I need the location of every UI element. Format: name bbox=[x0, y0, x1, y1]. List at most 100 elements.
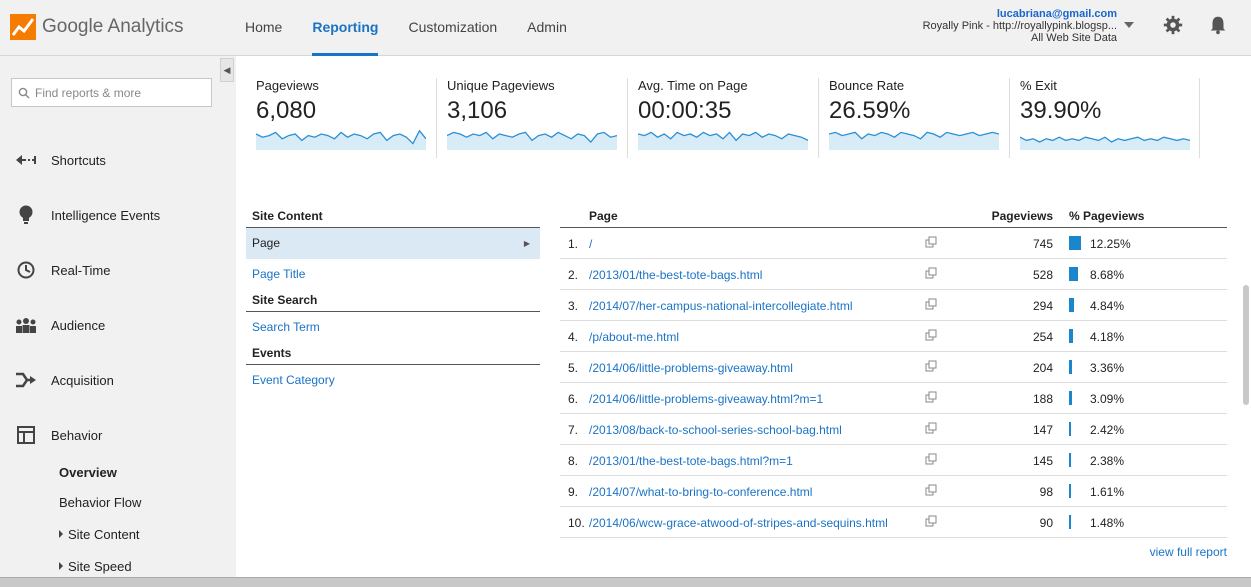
open-link-icon[interactable] bbox=[925, 484, 937, 496]
sidebar: ◀ Find reports & more Shortcuts Intellig… bbox=[0, 56, 236, 577]
open-link-icon[interactable] bbox=[925, 298, 937, 310]
bell-icon[interactable] bbox=[1207, 14, 1229, 36]
sidebar-sub-label: Site Content bbox=[68, 527, 140, 542]
pct-bar bbox=[1069, 422, 1071, 436]
sidebar-item-acquisition[interactable]: Acquisition bbox=[0, 365, 236, 395]
metric-divider bbox=[436, 78, 437, 158]
page-link[interactable]: /2013/01/the-best-tote-bags.html bbox=[589, 268, 763, 282]
sidebar-item-label: Behavior bbox=[51, 427, 103, 443]
sidebar-sub-behavior-flow[interactable]: Behavior Flow bbox=[59, 495, 142, 510]
row-rank: 2. bbox=[568, 268, 579, 282]
row-pct-pageviews: 1.61% bbox=[1090, 485, 1125, 499]
chevron-down-icon[interactable] bbox=[1124, 22, 1134, 28]
pct-bar bbox=[1069, 484, 1071, 498]
row-pageviews: 204 bbox=[1032, 361, 1053, 375]
dimension-search-term[interactable]: Search Term bbox=[252, 320, 320, 334]
bottom-bar bbox=[0, 577, 1251, 587]
tab-home[interactable]: Home bbox=[245, 19, 283, 35]
page-link[interactable]: /2014/06/little-problems-giveaway.html?m… bbox=[589, 392, 824, 406]
sidebar-item-shortcuts[interactable]: Shortcuts bbox=[0, 145, 236, 175]
tab-customization[interactable]: Customization bbox=[408, 19, 498, 35]
sidebar-item-intelligence-events[interactable]: Intelligence Events bbox=[0, 200, 236, 230]
sidebar-sub-site-content[interactable]: Site Content bbox=[59, 527, 140, 542]
metric-divider bbox=[1199, 78, 1200, 158]
table-row: 2. /2013/01/the-best-tote-bags.html 528 8.6… bbox=[560, 259, 1227, 290]
open-link-icon[interactable] bbox=[925, 391, 937, 403]
row-pct-pageviews: 2.42% bbox=[1090, 423, 1125, 437]
page-link[interactable]: /2014/06/wcw-grace-atwood-of-stripes-and… bbox=[589, 516, 888, 530]
metric-card[interactable]: Pageviews 6,080 bbox=[256, 78, 428, 158]
sidebar-item-real-time[interactable]: Real-Time bbox=[0, 255, 236, 285]
page-link[interactable]: /2014/07/what-to-bring-to-conference.htm… bbox=[589, 485, 813, 499]
page-link[interactable]: / bbox=[589, 237, 593, 251]
row-rank: 8. bbox=[568, 454, 579, 468]
chevron-right-icon: ▶ bbox=[523, 239, 530, 248]
shortcuts-arrow-icon bbox=[15, 149, 37, 171]
table-row: 4. /p/about-me.html 254 4.18% bbox=[560, 321, 1227, 352]
sidebar-sub-site-speed[interactable]: Site Speed bbox=[59, 559, 132, 574]
dimension-label: Page bbox=[252, 236, 281, 250]
row-rank: 7. bbox=[568, 423, 579, 437]
row-rank: 6. bbox=[568, 392, 579, 406]
row-pageviews: 254 bbox=[1032, 330, 1053, 344]
metric-label: Bounce Rate bbox=[829, 78, 905, 93]
open-link-icon[interactable] bbox=[925, 453, 937, 465]
row-rank: 10. bbox=[568, 516, 585, 530]
header-pageviews[interactable]: Pageviews bbox=[991, 209, 1053, 223]
open-link-icon[interactable] bbox=[925, 329, 937, 341]
dimension-page[interactable]: Page ▶ bbox=[246, 228, 540, 259]
site-search-heading: Site Search bbox=[246, 290, 540, 312]
page-link[interactable]: /2014/07/her-campus-national-intercolleg… bbox=[589, 299, 853, 313]
expand-triangle-icon bbox=[59, 562, 63, 570]
page-link[interactable]: /2013/01/the-best-tote-bags.html?m=1 bbox=[589, 454, 793, 468]
metric-value: 39.90% bbox=[1020, 97, 1102, 124]
sparkline bbox=[256, 129, 426, 150]
sidebar-sub-overview[interactable]: Overview bbox=[59, 465, 117, 480]
sidebar-item-label: Intelligence Events bbox=[51, 207, 161, 223]
tab-admin[interactable]: Admin bbox=[527, 19, 567, 35]
pct-bar bbox=[1069, 391, 1072, 405]
scrollbar[interactable] bbox=[1243, 285, 1249, 405]
row-rank: 4. bbox=[568, 330, 579, 344]
row-pageviews: 145 bbox=[1032, 454, 1053, 468]
row-pageviews: 90 bbox=[1039, 516, 1053, 530]
page-link[interactable]: /2014/06/little-problems-giveaway.html bbox=[589, 361, 793, 375]
google-analytics-logo[interactable]: Google Analytics bbox=[10, 12, 184, 42]
search-placeholder: Find reports & more bbox=[35, 85, 142, 100]
gear-icon[interactable] bbox=[1162, 14, 1184, 36]
metric-divider bbox=[818, 78, 819, 158]
pct-bar bbox=[1069, 453, 1071, 467]
open-link-icon[interactable] bbox=[925, 267, 937, 279]
row-rank: 5. bbox=[568, 361, 579, 375]
account-selector[interactable]: lucabriana@gmail.com Royally Pink - http… bbox=[923, 8, 1117, 44]
metric-card[interactable]: % Exit 39.90% bbox=[1020, 78, 1192, 158]
sparkline bbox=[638, 131, 808, 150]
open-link-icon[interactable] bbox=[925, 515, 937, 527]
dimension-event-category[interactable]: Event Category bbox=[252, 373, 335, 387]
header-pct-pageviews: % Pageviews bbox=[1069, 209, 1145, 223]
page-link[interactable]: /2013/08/back-to-school-series-school-ba… bbox=[589, 423, 842, 437]
metric-card[interactable]: Avg. Time on Page 00:00:35 bbox=[638, 78, 810, 158]
row-pageviews: 147 bbox=[1032, 423, 1053, 437]
tab-reporting[interactable]: Reporting bbox=[297, 0, 393, 56]
metric-card[interactable]: Unique Pageviews 3,106 bbox=[447, 78, 619, 158]
search-input[interactable]: Find reports & more bbox=[11, 78, 212, 107]
page-link[interactable]: /p/about-me.html bbox=[589, 330, 680, 344]
account-view: All Web Site Data bbox=[1030, 32, 1117, 44]
pct-bar bbox=[1069, 329, 1073, 343]
metric-card[interactable]: Bounce Rate 26.59% bbox=[829, 78, 1001, 158]
table-row: 5. /2014/06/little-problems-giveaway.html… bbox=[560, 352, 1227, 383]
account-property: Royally Pink - http://royallypink.blogsp… bbox=[922, 20, 1117, 32]
view-full-report-link[interactable]: view full report bbox=[1149, 545, 1227, 559]
row-pct-pageviews: 2.38% bbox=[1090, 454, 1125, 468]
site-content-panel: Site Content Page ▶ Page Title Site Searc… bbox=[246, 206, 540, 396]
sidebar-item-audience[interactable]: Audience bbox=[0, 310, 236, 340]
sidebar-item-behavior[interactable]: Behavior bbox=[0, 420, 236, 450]
open-link-icon[interactable] bbox=[925, 360, 937, 372]
open-link-icon[interactable] bbox=[925, 236, 937, 248]
collapse-sidebar-button[interactable]: ◀ bbox=[220, 58, 234, 82]
open-link-icon[interactable] bbox=[925, 422, 937, 434]
events-heading: Events bbox=[246, 343, 540, 365]
metric-divider bbox=[627, 78, 628, 158]
dimension-page-title[interactable]: Page Title bbox=[252, 267, 306, 281]
